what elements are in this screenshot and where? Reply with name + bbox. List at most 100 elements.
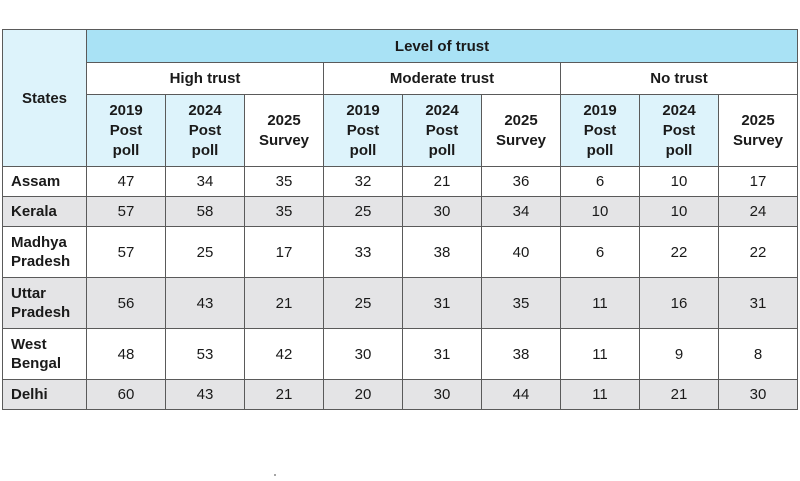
table-cell: 38: [402, 226, 482, 278]
table-cell: 43: [165, 277, 245, 329]
state-name-line: Madhya: [11, 234, 67, 251]
state-name: Kerala: [2, 196, 87, 227]
column-header-line: 2025: [504, 111, 538, 129]
table-cell: 25: [323, 277, 403, 329]
table-cell: 25: [165, 226, 245, 278]
state-name: Assam: [2, 166, 87, 197]
table-cell: 58: [165, 196, 245, 227]
column-header-line: 2025: [267, 111, 301, 129]
table-cell: 21: [402, 166, 482, 197]
table-cell: 16: [639, 277, 719, 329]
state-name-line: Pradesh: [11, 304, 71, 321]
table-cell: 34: [165, 166, 245, 197]
table-cell: 11: [560, 277, 640, 329]
column-header-line: poll: [428, 141, 456, 159]
column-header-line: Post: [583, 121, 617, 139]
state-name: Uttar Pradesh: [2, 277, 87, 329]
table-row: Madhya Pradesh 57 25 17 33 38 40 6 22 22: [2, 226, 798, 278]
table-cell: 35: [244, 196, 324, 227]
state-name: West Bengal: [2, 328, 87, 380]
table-cell: 36: [481, 166, 561, 197]
subheader-row: 2019 Post poll 2024 Post poll 2025 Survey 2019 Po…: [3, 94, 798, 167]
column-header-line: 2024: [662, 101, 696, 119]
column-header-line: Survey: [732, 131, 784, 149]
trust-table: States Level of trust High trust Moderat…: [2, 29, 798, 410]
column-header: 2025 Survey: [718, 94, 798, 167]
column-header-line: poll: [349, 141, 377, 159]
table-cell: 21: [639, 379, 719, 410]
column-header-line: 2019: [583, 101, 617, 119]
column-header: 2019 Post poll: [560, 94, 640, 167]
table-cell: 17: [244, 226, 324, 278]
column-header-line: Post: [662, 121, 696, 139]
table-cell: 30: [323, 328, 403, 380]
table-cell: 17: [718, 166, 798, 197]
column-header: 2024 Post poll: [402, 94, 482, 167]
table-cell: 21: [244, 379, 324, 410]
table-cell: 53: [165, 328, 245, 380]
table-cell: 22: [639, 226, 719, 278]
table-cell: 56: [86, 277, 166, 329]
table-cell: 30: [402, 379, 482, 410]
column-header: 2019 Post poll: [86, 94, 166, 167]
state-name-line: Bengal: [11, 355, 62, 372]
column-header-line: 2025: [741, 111, 775, 129]
table-cell: 40: [481, 226, 561, 278]
table-cell: 60: [86, 379, 166, 410]
table-row: Delhi 60 43 21 20 30 44 11 21 30: [2, 379, 798, 410]
table-cell: 24: [718, 196, 798, 227]
table-cell: 10: [560, 196, 640, 227]
table-cell: 31: [402, 328, 482, 380]
column-header-line: 2019: [346, 101, 380, 119]
table-cell: 31: [402, 277, 482, 329]
table-row: Assam 47 34 35 32 21 36 6 10 17: [2, 166, 798, 197]
column-header-line: poll: [112, 141, 140, 159]
column-header: 2024 Post poll: [165, 94, 245, 167]
group-header-no-trust: No trust: [560, 62, 798, 95]
table-cell: 38: [481, 328, 561, 380]
table-cell: 35: [481, 277, 561, 329]
column-header-line: poll: [665, 141, 693, 159]
column-header-line: poll: [586, 141, 614, 159]
state-name-line: Delhi: [11, 386, 48, 403]
table-cell: 47: [86, 166, 166, 197]
column-header-line: 2024: [425, 101, 459, 119]
table-cell: 43: [165, 379, 245, 410]
table-cell: 9: [639, 328, 719, 380]
state-name-line: Pradesh: [11, 253, 71, 270]
state-name-line: Uttar: [11, 285, 47, 302]
states-header: States: [2, 29, 87, 167]
column-header-line: Survey: [258, 131, 310, 149]
table-cell: 34: [481, 196, 561, 227]
table-cell: 8: [718, 328, 798, 380]
column-header: 2025 Survey: [244, 94, 324, 167]
column-header-line: poll: [191, 141, 219, 159]
column-header-line: Post: [425, 121, 459, 139]
table-cell: 32: [323, 166, 403, 197]
table-row: Uttar Pradesh 56 43 21 25 31 35 11 16 31: [2, 277, 798, 329]
table-cell: 11: [560, 379, 640, 410]
column-header-line: Post: [346, 121, 380, 139]
table-title: Level of trust: [86, 29, 798, 63]
column-header: 2019 Post poll: [323, 94, 403, 167]
state-name-line: West: [11, 336, 47, 353]
state-name-line: Assam: [11, 173, 61, 190]
column-header-line: Post: [188, 121, 222, 139]
table-cell: 57: [86, 196, 166, 227]
state-name-line: Kerala: [11, 203, 57, 220]
table-row: West Bengal 48 53 42 30 31 38 11 9 8: [2, 328, 798, 380]
table-cell: 6: [560, 166, 640, 197]
table-cell: 25: [323, 196, 403, 227]
column-header: 2024 Post poll: [639, 94, 719, 167]
state-name: Delhi: [2, 379, 87, 410]
table-cell: 20: [323, 379, 403, 410]
table-cell: 10: [639, 196, 719, 227]
table-cell: 44: [481, 379, 561, 410]
column-header-line: 2019: [109, 101, 143, 119]
table-cell: 30: [718, 379, 798, 410]
group-header-moderate-trust: Moderate trust: [323, 62, 561, 95]
table-cell: 33: [323, 226, 403, 278]
column-header-line: Survey: [495, 131, 547, 149]
table-cell: 22: [718, 226, 798, 278]
column-header: 2025 Survey: [481, 94, 561, 167]
